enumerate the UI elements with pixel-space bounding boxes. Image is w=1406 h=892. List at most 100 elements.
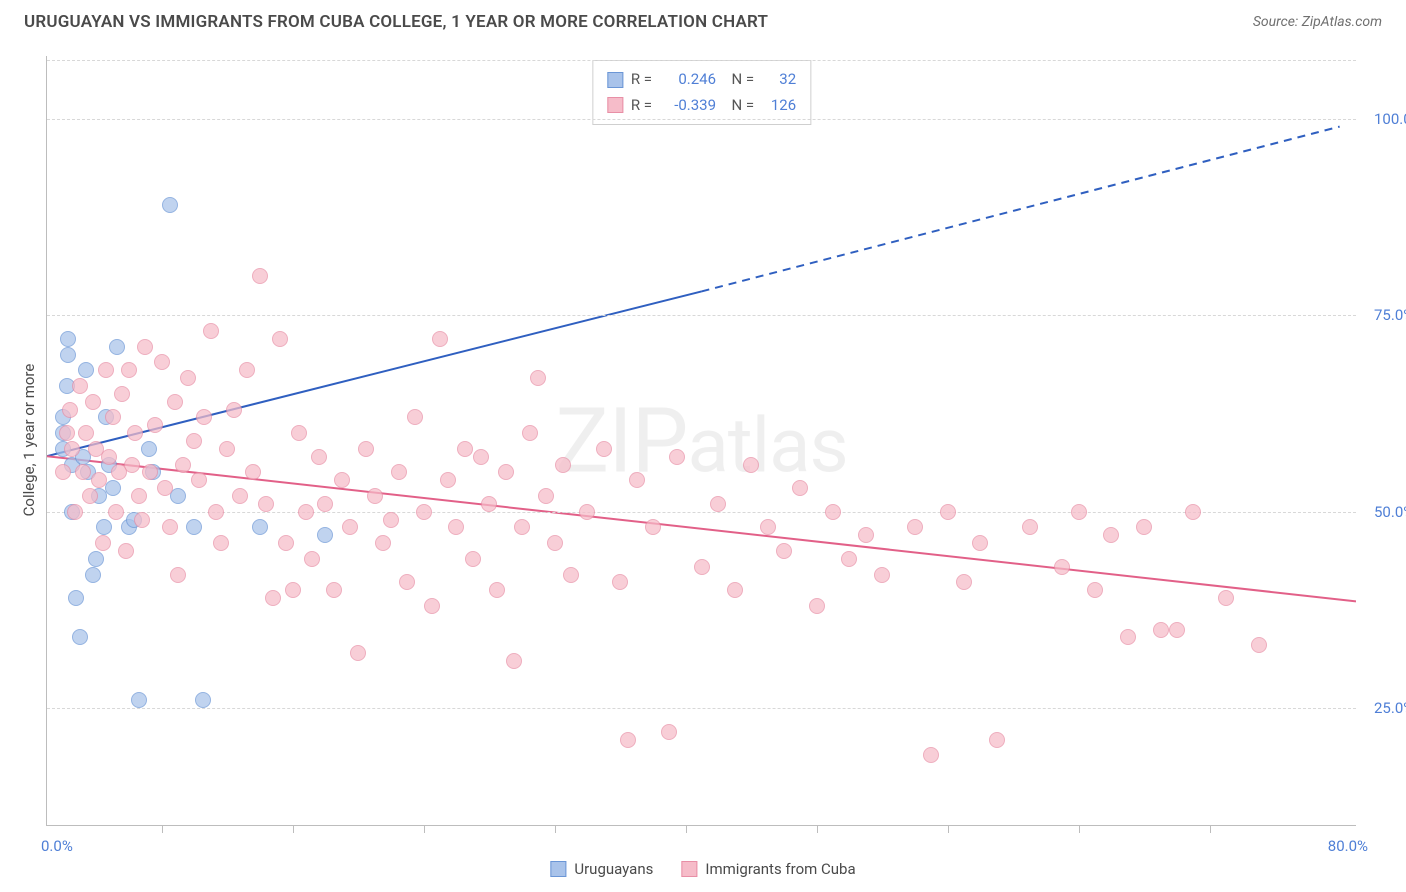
data-point [82,488,98,504]
data-point [64,441,80,457]
data-point [563,567,579,583]
legend-item: Uruguayans [550,860,653,878]
data-point [399,574,415,590]
x-tick [1079,825,1080,833]
data-point [232,488,248,504]
data-point [141,441,157,457]
legend-swatch [607,97,623,113]
trend-lines-layer [47,56,1356,825]
legend-label: Immigrants from Cuba [705,860,855,878]
data-point [95,535,111,551]
chart-header: URUGUAYAN VS IMMIGRANTS FROM CUBA COLLEG… [0,0,1406,40]
data-point [78,362,94,378]
data-point [555,457,571,473]
gridline [47,315,1356,316]
gridline [47,119,1356,120]
data-point [612,574,628,590]
data-point [67,504,83,520]
x-tick [817,825,818,833]
data-point [180,370,196,386]
data-point [825,504,841,520]
data-point [311,449,327,465]
trend-line-dashed [702,127,1340,292]
data-point [162,197,178,213]
stat-r-label: R = [631,93,652,119]
x-tick [162,825,163,833]
data-point [105,409,121,425]
stat-n-label: N = [724,67,754,93]
data-point [334,472,350,488]
data-point [291,425,307,441]
data-point [473,449,489,465]
stats-legend-row: R = -0.339 N = 126 [607,93,796,119]
stats-legend-row: R =0.246 N =32 [607,67,796,93]
data-point [78,425,94,441]
data-point [85,567,101,583]
data-point [186,433,202,449]
data-point [841,551,857,567]
y-tick-label: 50.0% [1360,503,1406,521]
stat-r-value: 0.246 [660,67,716,93]
data-point [170,567,186,583]
data-point [252,519,268,535]
x-tick [293,825,294,833]
data-point [457,441,473,457]
data-point [68,590,84,606]
data-point [245,464,261,480]
data-point [522,425,538,441]
data-point [596,441,612,457]
legend-swatch [681,861,697,877]
data-point [60,347,76,363]
data-point [448,519,464,535]
data-point [101,449,117,465]
gridline [47,60,1356,61]
data-point [1022,519,1038,535]
data-point [317,527,333,543]
data-point [760,519,776,535]
data-point [75,464,91,480]
data-point [669,449,685,465]
data-point [498,464,514,480]
legend-swatch [550,861,566,877]
data-point [317,496,333,512]
gridline [47,708,1356,709]
data-point [432,331,448,347]
data-point [940,504,956,520]
data-point [1251,637,1267,653]
stat-n-value: 32 [762,67,796,93]
data-point [304,551,320,567]
data-point [972,535,988,551]
data-point [195,692,211,708]
data-point [1169,622,1185,638]
x-tick [686,825,687,833]
data-point [258,496,274,512]
data-point [367,488,383,504]
data-point [72,378,88,394]
chart-title: URUGUAYAN VS IMMIGRANTS FROM CUBA COLLEG… [24,12,768,32]
data-point [118,543,134,559]
data-point [55,464,71,480]
data-point [620,732,636,748]
data-point [203,323,219,339]
x-tick [948,825,949,833]
data-point [481,496,497,512]
data-point [1218,590,1234,606]
data-point [645,519,661,535]
data-point [506,653,522,669]
data-point [131,692,147,708]
legend-swatch [607,72,623,88]
data-point [59,425,75,441]
data-point [465,551,481,567]
data-point [424,598,440,614]
trend-line [47,456,1356,601]
data-point [142,464,158,480]
data-point [358,441,374,457]
data-point [147,417,163,433]
data-point [108,504,124,520]
stat-n-label: N = [724,93,754,119]
data-point [60,331,76,347]
data-point [252,268,268,284]
stat-n-value: 126 [762,93,796,119]
data-point [538,488,554,504]
stat-r-value: -0.339 [660,93,716,119]
